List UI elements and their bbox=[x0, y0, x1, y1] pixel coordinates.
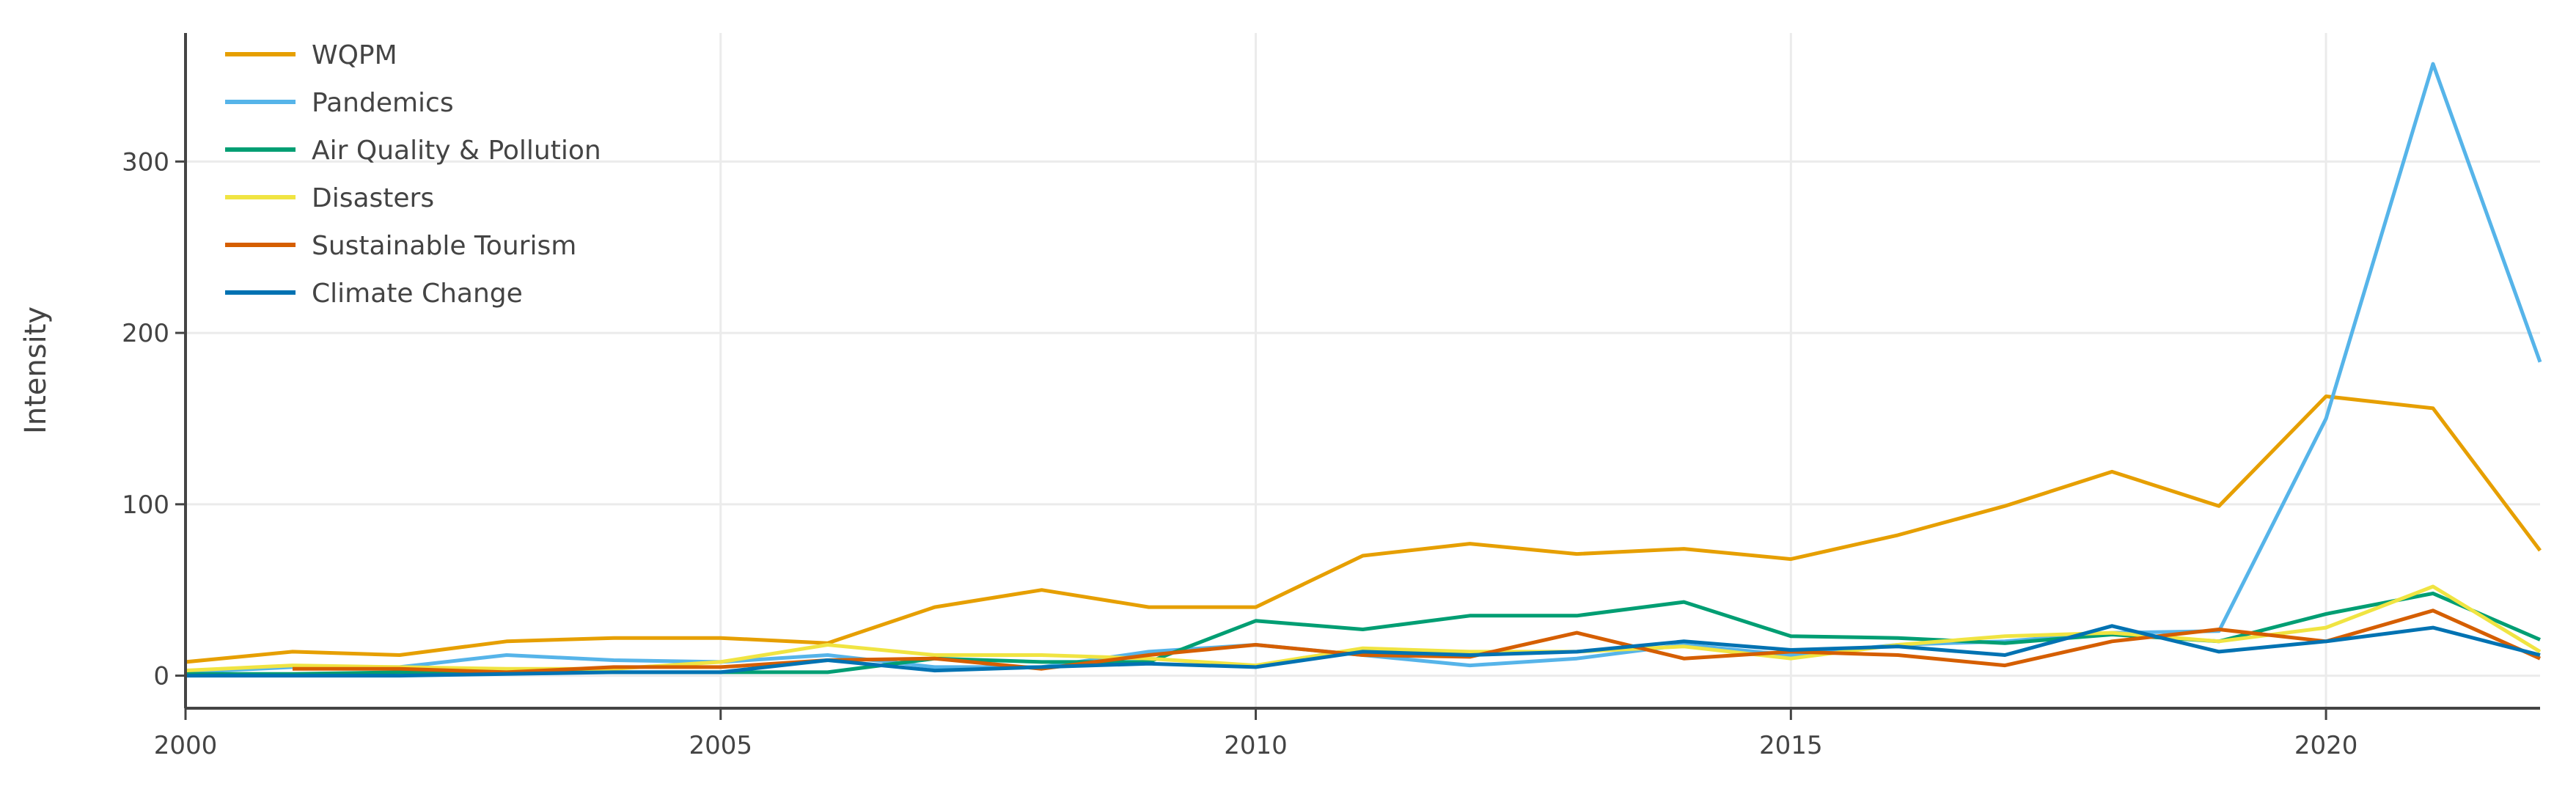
series-line-climate-change bbox=[186, 624, 2541, 678]
y-tick-label: 300 bbox=[122, 147, 169, 177]
legend-label: Air Quality & Pollution bbox=[312, 136, 601, 166]
x-tick-label: 2015 bbox=[1759, 731, 1823, 760]
x-tick-label: 2010 bbox=[1224, 731, 1288, 760]
legend-label: WQPM bbox=[312, 40, 397, 70]
legend-item[interactable]: Disasters bbox=[225, 183, 434, 213]
gridlines bbox=[186, 33, 2540, 708]
series-line-sustainable-tourism bbox=[293, 609, 2542, 674]
series-line-wqpm bbox=[185, 394, 2542, 664]
y-tick-label: 200 bbox=[122, 319, 169, 348]
x-tick-label: 2000 bbox=[154, 731, 218, 760]
series-lines bbox=[185, 62, 2542, 678]
axes: 0 100 200 300 2000 2005 2010 2015 2020 bbox=[122, 33, 2540, 760]
legend-item[interactable]: Pandemics bbox=[225, 88, 454, 118]
legend-label: Pandemics bbox=[312, 88, 454, 118]
legend-item[interactable]: Climate Change bbox=[225, 279, 523, 309]
x-tick-label: 2020 bbox=[2294, 731, 2358, 760]
legend-item[interactable]: WQPM bbox=[225, 40, 397, 70]
y-axis-title: Intensity bbox=[19, 306, 53, 434]
y-tick-label: 0 bbox=[153, 662, 169, 691]
legend-label: Disasters bbox=[312, 183, 434, 213]
legend[interactable]: WQPM Pandemics Air Quality & Pollution Disa… bbox=[225, 40, 601, 309]
legend-label: Climate Change bbox=[312, 279, 523, 309]
x-tick-label: 2005 bbox=[689, 731, 753, 760]
legend-item[interactable]: Sustainable Tourism bbox=[225, 231, 576, 261]
y-tick-label: 100 bbox=[122, 490, 169, 520]
legend-label: Sustainable Tourism bbox=[312, 231, 576, 261]
legend-item[interactable]: Air Quality & Pollution bbox=[225, 136, 601, 166]
